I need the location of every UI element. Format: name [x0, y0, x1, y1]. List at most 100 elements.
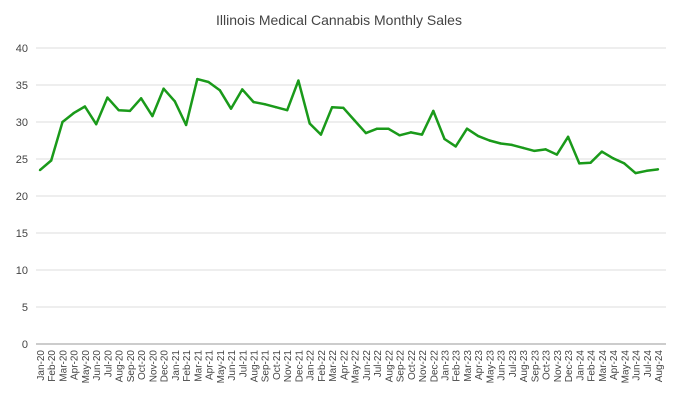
x-tick-label: Aug-24: [654, 350, 665, 383]
x-tick-label: May-24: [620, 350, 631, 384]
data-point: [286, 108, 289, 112]
data-point: [308, 122, 311, 125]
data-point: [364, 131, 368, 135]
x-tick-label: Jan-21: [171, 350, 182, 381]
y-tick-label: 40: [16, 43, 28, 55]
y-tick-label: 5: [22, 302, 28, 314]
data-point: [252, 100, 255, 104]
data-point: [477, 134, 480, 138]
x-tick-label: Sep-20: [126, 350, 137, 383]
y-tick-label: 35: [16, 80, 28, 92]
data-point: [72, 111, 75, 115]
x-tick-label: Sep-22: [396, 350, 407, 383]
data-point: [38, 168, 42, 172]
data-point: [499, 142, 502, 145]
x-tick-label: Feb-22: [317, 350, 328, 382]
x-tick-label: Jan-22: [306, 350, 317, 381]
x-tick-label: Dec-21: [294, 350, 305, 383]
chart-title: Illinois Medical Cannabis Monthly Sales: [216, 12, 462, 28]
x-tick-label: Mar-22: [328, 350, 339, 382]
data-point: [184, 123, 188, 127]
x-tick-label: May-20: [81, 350, 92, 384]
data-point: [432, 109, 435, 113]
data-point: [173, 100, 177, 103]
data-point: [387, 127, 390, 130]
y-tick-label: 30: [16, 117, 28, 129]
data-point: [128, 109, 132, 113]
data-point: [623, 162, 626, 165]
x-tick-label: Mar-20: [58, 350, 69, 382]
x-tick-label: Jan-20: [36, 350, 47, 381]
x-tick-label: Sep-23: [530, 350, 541, 383]
data-point: [589, 161, 592, 164]
data-point: [139, 97, 143, 100]
data-point: [106, 96, 109, 99]
x-tick-label: Jul-24: [643, 350, 654, 378]
x-tick-label: Feb-24: [587, 350, 598, 382]
data-point: [645, 169, 648, 173]
data-point: [50, 159, 53, 162]
x-tick-label: Aug-20: [115, 350, 126, 383]
y-tick-label: 20: [16, 191, 28, 203]
data-point: [375, 127, 379, 130]
data-point: [566, 135, 570, 138]
data-point: [656, 168, 660, 171]
x-tick-label: Nov-20: [148, 350, 159, 383]
x-tick-label: Sep-21: [261, 350, 272, 383]
x-tick-label: Feb-23: [452, 350, 463, 382]
data-point: [454, 145, 457, 148]
data-point: [533, 149, 536, 153]
data-point: [600, 150, 604, 153]
x-tick-label: Jun-24: [632, 350, 643, 381]
x-tick-label: Jun-21: [227, 350, 238, 381]
x-tick-label: Dec-23: [564, 350, 575, 383]
x-tick-label: Jul-20: [103, 350, 114, 378]
x-tick-label: Aug-22: [384, 350, 395, 383]
data-point: [94, 123, 98, 126]
data-point: [83, 105, 87, 108]
data-point: [196, 77, 199, 81]
data-point: [61, 120, 64, 124]
x-tick-label: Oct-21: [272, 350, 283, 380]
x-tick-label: Mar-23: [463, 350, 474, 382]
x-tick-label: Dec-22: [429, 350, 440, 383]
data-point: [229, 107, 233, 110]
data-point: [634, 171, 637, 175]
x-tick-label: Nov-21: [283, 350, 294, 383]
data-point: [207, 80, 210, 84]
data-point: [465, 127, 469, 130]
x-tick-label: Aug-21: [249, 350, 260, 383]
data-point: [151, 114, 154, 118]
data-point: [218, 88, 221, 92]
data-point: [117, 108, 120, 112]
x-tick-label: Nov-23: [553, 350, 564, 383]
x-tick-label: Jun-20: [92, 350, 103, 381]
data-point: [611, 157, 615, 160]
x-tick-label: Apr-24: [609, 350, 620, 380]
x-tick-label: Oct-22: [407, 350, 418, 380]
y-tick-label: 25: [16, 154, 28, 166]
x-tick-label: Aug-23: [519, 350, 530, 383]
x-tick-label: Dec-20: [160, 350, 171, 383]
data-point: [297, 79, 300, 82]
x-tick-label: May-22: [351, 350, 362, 384]
x-tick-label: Apr-23: [474, 350, 485, 380]
series-line: [39, 77, 659, 175]
y-tick-label: 0: [22, 339, 28, 351]
data-point: [263, 103, 266, 106]
x-tick-label: Nov-22: [418, 350, 429, 383]
data-point: [409, 131, 412, 134]
x-tick-label: May-23: [485, 350, 496, 384]
data-point: [510, 143, 514, 147]
x-tick-label: Feb-20: [47, 350, 58, 382]
data-point: [342, 106, 345, 110]
data-point: [578, 162, 581, 165]
x-tick-label: Jun-23: [497, 350, 508, 381]
data-point: [162, 87, 165, 90]
data-point: [420, 133, 424, 136]
y-tick-label: 15: [16, 228, 28, 240]
x-tick-label: Jul-21: [238, 350, 249, 378]
data-point: [319, 133, 323, 136]
data-point: [398, 134, 401, 137]
